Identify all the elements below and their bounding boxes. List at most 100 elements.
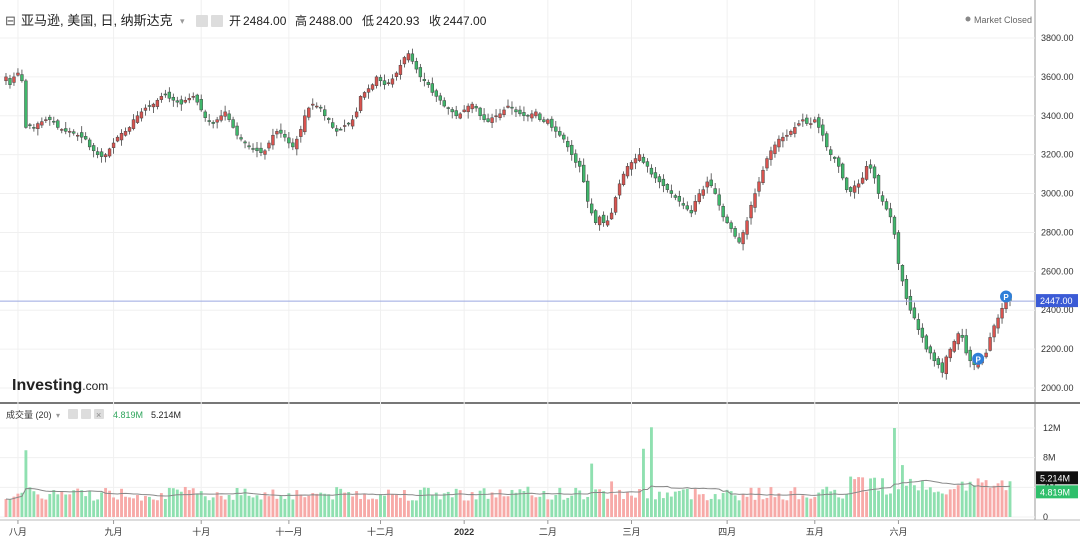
candle-body [960, 335, 964, 338]
volume-bar [881, 478, 884, 517]
candle-body [578, 160, 582, 167]
candle-body [40, 121, 44, 126]
volume-bar [442, 493, 446, 517]
volume-bar [355, 491, 359, 517]
volume-tick-label: 8M [1043, 453, 1056, 463]
volume-bar [801, 495, 805, 517]
candle-body [884, 201, 889, 210]
volume-bar [171, 488, 175, 517]
volume-bar [761, 499, 765, 517]
candle-body [665, 184, 670, 190]
volume-bar [414, 500, 418, 517]
candle-body [4, 76, 8, 82]
header-icon-box-2[interactable] [211, 15, 223, 27]
candle-body [446, 107, 450, 109]
volume-bar [203, 496, 207, 517]
candle-body [761, 169, 765, 184]
volume-tick-label: 12M [1043, 423, 1061, 433]
volume-bar [16, 493, 20, 517]
volume-close-icon[interactable]: × [96, 410, 101, 420]
volume-bar [247, 495, 251, 517]
volume-bar [765, 497, 769, 517]
candle-body [183, 99, 187, 103]
volume-legend-box-2[interactable] [81, 409, 91, 419]
candle-body [868, 164, 873, 169]
volume-bar [151, 499, 155, 517]
candle-body [574, 153, 578, 163]
candle-body [299, 129, 303, 137]
volume-bar [291, 499, 295, 517]
collapse-icon[interactable]: ⊟ [5, 13, 16, 28]
volume-bar [231, 499, 235, 517]
volume-bar [227, 495, 231, 517]
header-icon-box-1[interactable] [196, 15, 208, 27]
volume-current-label: 4.819M [1040, 487, 1070, 497]
volume-bar [546, 499, 550, 517]
price-tick-label: 3800.00 [1041, 33, 1074, 43]
volume-bar [661, 498, 665, 517]
candle-body [426, 82, 431, 85]
volume-bar [163, 498, 167, 517]
candle-body [60, 129, 64, 131]
volume-legend-box-3[interactable] [94, 409, 104, 419]
volume-bar [486, 498, 490, 517]
volume-bar [406, 500, 410, 517]
candle-body [159, 96, 164, 100]
candle-body [653, 172, 658, 179]
volume-bar [665, 492, 669, 517]
volume-bar [195, 494, 199, 517]
candle-body [406, 53, 411, 61]
volume-bar [908, 478, 912, 517]
candle-body [1000, 308, 1004, 319]
volume-bar [916, 490, 920, 517]
close-value: 2447.00 [443, 14, 487, 28]
volume-bar [303, 497, 307, 517]
volume-bar [367, 499, 370, 517]
candle-body [147, 105, 152, 107]
volume-bar [646, 498, 649, 517]
volume-bar [323, 493, 327, 517]
volume-bar [454, 488, 458, 517]
candle-body [952, 341, 956, 352]
volume-bar [673, 491, 677, 517]
candle-body [717, 194, 721, 206]
candle-body [131, 119, 136, 129]
volume-bar [275, 498, 279, 517]
volume-bar [948, 489, 952, 517]
candle-body [685, 205, 689, 210]
candle-body [219, 115, 223, 121]
candle-body [334, 128, 339, 132]
volume-bar [255, 495, 259, 517]
chevron-down-icon[interactable]: ▾ [180, 16, 185, 26]
candle-body [398, 64, 403, 75]
volume-bar [88, 491, 92, 517]
volume-bar [873, 477, 876, 517]
logo-suffix: .com [82, 379, 108, 393]
candle-body [621, 173, 626, 185]
volume-bar [20, 492, 24, 517]
candle-body [534, 111, 538, 117]
volume-bar [159, 493, 163, 517]
candle-body [805, 117, 809, 124]
volume-bar [697, 494, 701, 517]
price-pane[interactable] [0, 0, 1035, 402]
price-tick-label: 3200.00 [1041, 150, 1074, 160]
event-marker[interactable] [972, 352, 985, 365]
volume-bar [1008, 481, 1012, 517]
volume-bar [1000, 480, 1004, 517]
volume-bar [387, 489, 390, 517]
volume-bar [821, 489, 825, 517]
volume-bar [104, 488, 108, 517]
chevron-down-icon[interactable]: ▾ [56, 411, 60, 420]
volume-bar [797, 499, 801, 517]
volume-bar [793, 487, 797, 517]
high-value: 2488.00 [309, 14, 353, 28]
volume-legend-box-1[interactable] [68, 409, 78, 419]
volume-bar [207, 500, 211, 517]
candle-body [924, 335, 929, 350]
low-value: 2420.93 [376, 14, 420, 28]
candle-body [892, 216, 897, 235]
volume-bar [239, 495, 243, 517]
candle-body [490, 117, 494, 123]
event-marker[interactable] [1000, 290, 1013, 303]
